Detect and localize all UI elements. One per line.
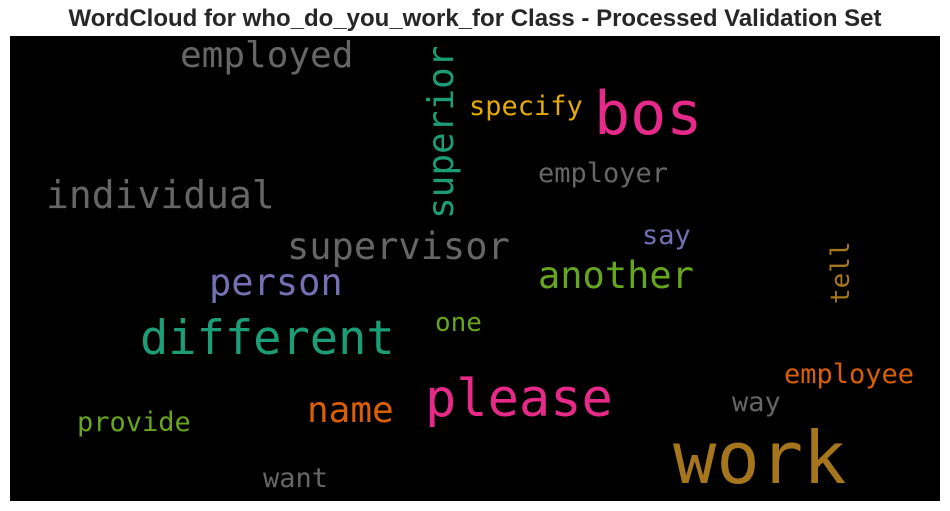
word-want: want	[263, 463, 329, 494]
word-different: different	[140, 311, 395, 366]
word-employee: employee	[784, 359, 915, 390]
word-employer: employer	[538, 158, 669, 189]
word-please: please	[425, 369, 613, 429]
word-person: person	[209, 261, 343, 304]
word-superior: superior	[421, 45, 462, 219]
word-supervisor: supervisor	[287, 225, 510, 268]
wordcloud-canvas: employed superior specify bos employer i…	[10, 36, 940, 501]
word-individual: individual	[46, 173, 275, 217]
word-tell: tell	[826, 241, 856, 304]
word-provide: provide	[77, 407, 191, 438]
word-specify: specify	[469, 91, 583, 122]
word-name: name	[307, 390, 394, 431]
chart-title: WordCloud for who_do_you_work_for Class …	[68, 5, 882, 32]
word-work: work	[673, 416, 847, 500]
word-another: another	[538, 254, 694, 297]
word-employed: employed	[180, 36, 354, 76]
word-say: say	[642, 220, 691, 251]
word-one: one	[435, 308, 482, 338]
word-way: way	[732, 387, 781, 418]
word-bos: bos	[594, 79, 703, 149]
